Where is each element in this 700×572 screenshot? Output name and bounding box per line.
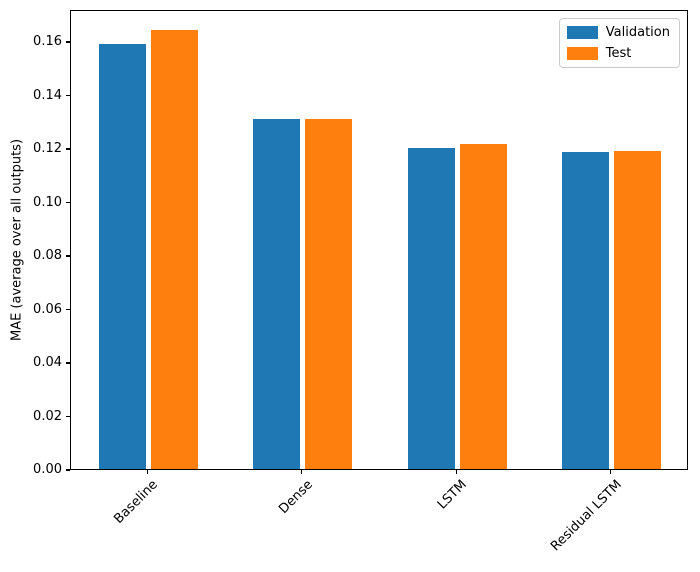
y-tick-mark: [66, 415, 70, 418]
y-tick-mark: [66, 469, 70, 471]
x-tick-label-residual-lstm: Residual LSTM: [547, 477, 625, 555]
bars-layer: [71, 11, 687, 469]
y-tick-mark: [66, 362, 70, 364]
legend-label-test: Test: [605, 46, 632, 61]
y-tick-mark: [66, 308, 70, 311]
legend-label-validation: Validation: [605, 25, 670, 40]
y-tick-label: 0.08: [33, 248, 62, 264]
legend-item-test: Test: [566, 46, 670, 61]
x-tick-mark: [146, 470, 148, 474]
y-tick-mark: [66, 41, 70, 43]
legend: Validation Test: [558, 18, 680, 68]
y-tick-mark: [66, 148, 70, 150]
bar-validation-dense: [253, 118, 301, 469]
bar-test-residual-lstm: [614, 150, 662, 469]
x-tick-mark: [455, 470, 457, 474]
y-axis-label: MAE (average over all outputs): [9, 138, 25, 342]
bar-validation-baseline: [98, 43, 146, 469]
y-tick-label: 0.12: [33, 141, 62, 157]
y-tick-mark: [66, 255, 70, 257]
x-tick-mark: [610, 470, 612, 474]
y-tick-label: 0.06: [33, 301, 62, 317]
x-tick-label-dense: Dense: [276, 477, 316, 517]
y-tick-mark: [66, 201, 70, 204]
bar-test-lstm: [459, 144, 507, 469]
x-tick-mark: [301, 470, 303, 474]
y-tick-label: 0.04: [33, 355, 62, 371]
bar-test-dense: [305, 118, 353, 469]
legend-swatch-test: [566, 47, 598, 60]
legend-swatch-validation: [566, 26, 598, 39]
bar-validation-residual-lstm: [562, 152, 610, 469]
legend-item-validation: Validation: [566, 25, 670, 40]
y-tick-label: 0.00: [33, 462, 62, 477]
bar-validation-lstm: [407, 148, 455, 469]
y-tick-label: 0.02: [33, 408, 62, 424]
y-tick-label: 0.16: [33, 34, 62, 50]
y-tick-label: 0.10: [33, 194, 62, 210]
y-tick-label: 0.14: [33, 87, 62, 103]
bar-test-baseline: [150, 30, 198, 469]
x-tick-label-baseline: Baseline: [111, 477, 162, 527]
y-tick-mark: [66, 94, 70, 97]
plot-area: Validation Test: [70, 10, 688, 470]
x-tick-label-lstm: LSTM: [435, 477, 471, 513]
